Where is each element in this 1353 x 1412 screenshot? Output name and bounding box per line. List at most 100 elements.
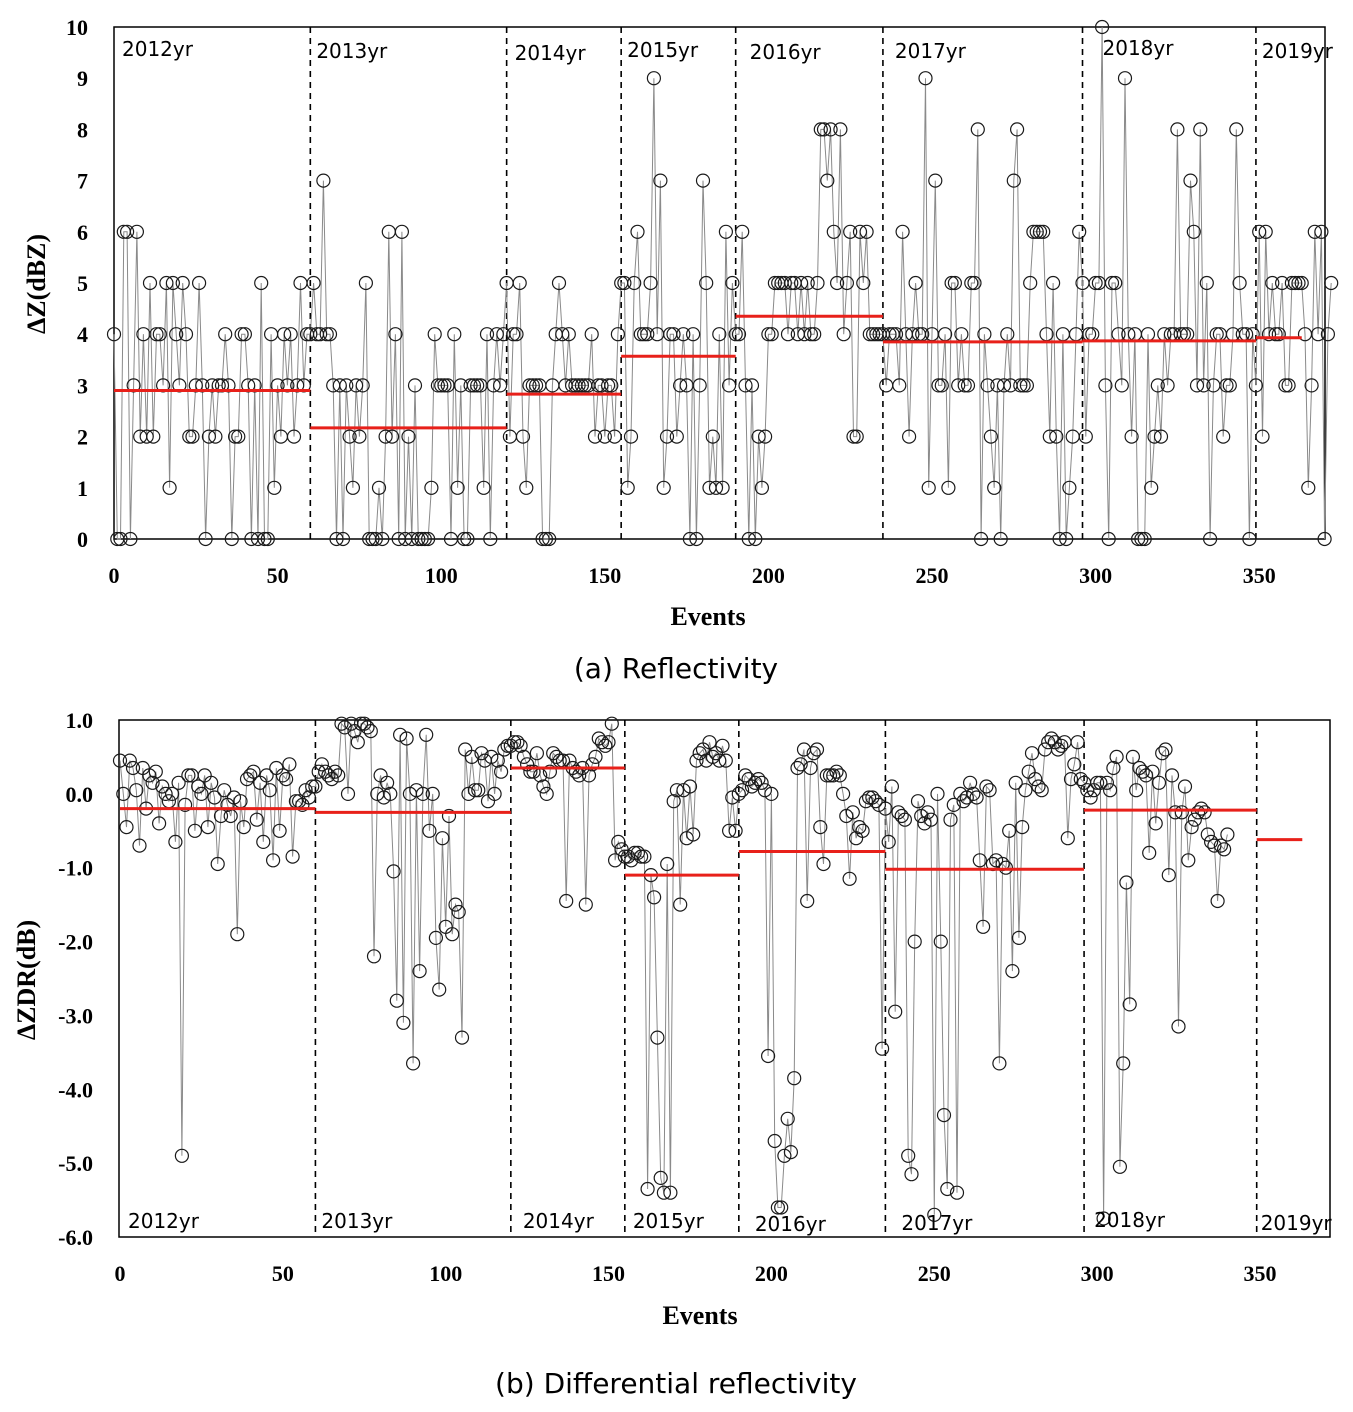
data-point-b-16	[165, 786, 180, 802]
data-point-b-2	[119, 819, 134, 835]
data-point-b-238	[888, 1004, 903, 1019]
data-point-a-113	[476, 480, 491, 495]
data-point-a-363	[1294, 275, 1309, 291]
data-point-a-64	[316, 173, 331, 188]
series-line-b	[119, 722, 1228, 1219]
series-line-a	[113, 26, 1332, 540]
y-axis-title-b: ΔZDR(dB)	[12, 920, 41, 1040]
year-label-b-0: 2012yr	[128, 1209, 200, 1233]
data-point-a-251	[928, 173, 943, 188]
data-point-a-18	[165, 275, 180, 291]
data-point-b-317	[1145, 764, 1160, 779]
data-point-b-327	[1177, 779, 1193, 794]
data-point-b-29	[207, 790, 222, 805]
data-point-b-325	[1171, 1019, 1186, 1034]
year-label-a-0: 2012yr	[122, 37, 194, 61]
data-point-a-306	[1108, 275, 1123, 291]
data-point-a-230	[859, 224, 874, 239]
data-point-b-94	[419, 727, 434, 742]
data-point-a-147	[587, 429, 603, 444]
data-point-a-253	[934, 378, 949, 393]
data-point-b-232	[868, 794, 883, 809]
data-point-a-81	[371, 480, 387, 495]
data-point-a-110	[466, 378, 481, 393]
data-point-b-295	[1073, 771, 1088, 787]
data-point-a-128	[525, 378, 540, 393]
data-point-b-76	[360, 720, 375, 735]
data-point-b-36	[230, 927, 245, 942]
data-point-a-198	[754, 480, 770, 495]
data-point-a-191	[731, 327, 747, 342]
data-point-a-226	[846, 429, 861, 444]
data-point-a-261	[960, 378, 976, 393]
data-point-a-297	[1078, 429, 1093, 444]
x-tick-label-b-5: 250	[918, 1261, 951, 1286]
data-point-b-130	[536, 779, 551, 794]
data-point-b-181	[702, 735, 717, 750]
data-point-b-207	[787, 1071, 802, 1086]
x-tick-label-a-6: 300	[1079, 563, 1112, 588]
data-point-a-114	[479, 327, 495, 342]
data-point-b-192	[738, 768, 753, 783]
data-point-b-93	[415, 786, 430, 802]
data-point-a-17	[162, 480, 177, 495]
data-point-a-229	[856, 275, 871, 291]
data-point-a-5	[123, 531, 138, 547]
data-point-b-212	[803, 760, 818, 776]
x-tick-label-a-4: 200	[752, 563, 785, 588]
data-point-a-164	[643, 275, 658, 291]
data-point-a-19	[169, 327, 184, 342]
x-axis-title-b: Events	[662, 1301, 737, 1330]
data-point-a-325	[1170, 122, 1185, 137]
data-point-a-192	[735, 224, 750, 239]
x-tick-label-a-7: 350	[1243, 563, 1276, 588]
data-point-a-185	[712, 327, 727, 342]
data-point-a-101	[437, 378, 452, 393]
data-point-a-210	[793, 275, 809, 291]
data-point-b-291	[1060, 831, 1075, 846]
data-point-a-282	[1029, 224, 1044, 239]
data-point-b-38	[236, 819, 251, 835]
data-point-a-49	[267, 480, 282, 495]
data-point-b-301	[1093, 775, 1108, 790]
data-point-b-40	[243, 768, 258, 783]
y-tick-label-b-0: -6.0	[58, 1225, 93, 1250]
x-tick-label-b-0: 0	[115, 1261, 126, 1286]
data-point-b-17	[168, 834, 183, 850]
data-point-a-79	[365, 531, 380, 547]
data-point-a-132	[538, 531, 554, 547]
data-point-a-68	[329, 531, 344, 547]
data-point-b-275	[1008, 775, 1023, 790]
data-point-a-280	[1023, 275, 1038, 291]
data-point-a-169	[659, 429, 675, 444]
data-point-b-20	[178, 797, 193, 813]
data-point-b-304	[1102, 783, 1118, 798]
y-tick-label-a-9: 9	[77, 66, 88, 91]
data-point-b-165	[650, 1030, 665, 1045]
data-point-b-162	[640, 1181, 655, 1197]
data-point-b-206	[783, 1144, 799, 1160]
data-point-a-214	[807, 327, 822, 342]
data-point-b-297	[1080, 783, 1095, 798]
data-point-b-245	[910, 794, 926, 809]
data-point-a-154	[610, 327, 626, 342]
data-point-b-172	[673, 897, 688, 912]
year-label-a-5: 2017yr	[895, 39, 967, 63]
data-point-b-99	[435, 831, 450, 846]
data-point-a-73	[345, 480, 360, 495]
data-point-b-49	[272, 823, 287, 838]
data-point-a-139	[561, 327, 576, 342]
data-point-a-80	[368, 531, 383, 547]
plot-frame-a	[113, 26, 1326, 540]
data-point-b-213	[806, 746, 821, 761]
data-point-a-356	[1271, 327, 1286, 342]
data-point-b-255	[943, 812, 958, 827]
data-point-a-262	[964, 275, 979, 291]
data-point-a-227	[849, 429, 864, 444]
data-point-b-19	[174, 1148, 189, 1163]
data-point-b-285	[1041, 735, 1056, 750]
x-tick-label-a-0: 0	[109, 563, 120, 588]
data-point-a-295	[1072, 224, 1087, 239]
data-point-b-126	[523, 764, 538, 779]
data-point-b-202	[770, 1200, 786, 1215]
